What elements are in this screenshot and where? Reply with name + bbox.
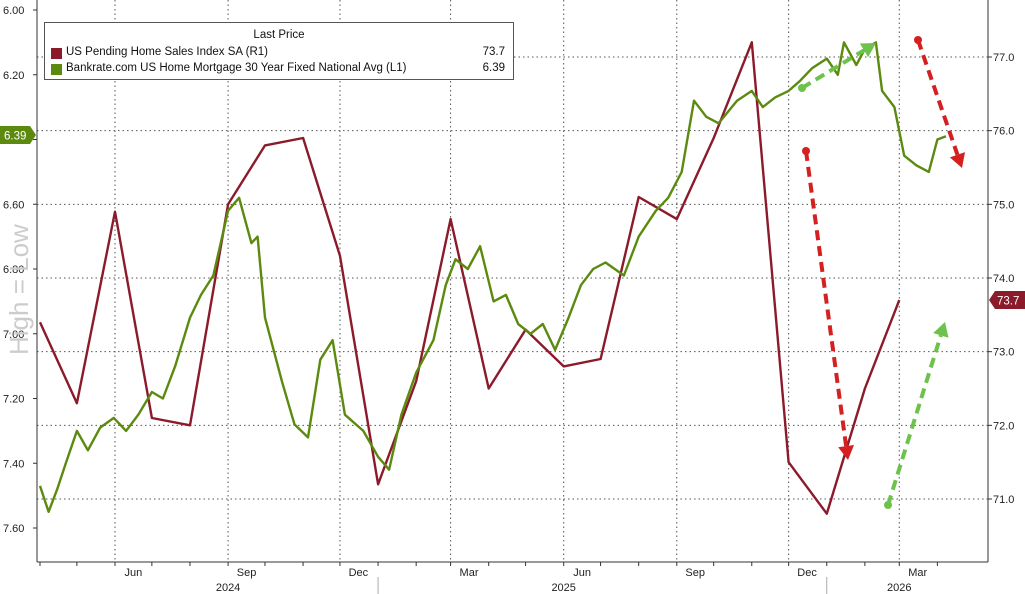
series-lines <box>38 41 947 515</box>
right-tick-label: 77.0 <box>993 52 1014 64</box>
axes <box>36 0 989 563</box>
x-year-label: 2026 <box>887 582 911 594</box>
right-tick-label: 75.0 <box>993 199 1014 211</box>
x-year-label: 2025 <box>551 582 575 594</box>
legend: Last Price US Pending Home Sales Index S… <box>44 22 514 80</box>
right-tick-label: 76.0 <box>993 126 1014 138</box>
value-badges: 6.39 73.7 <box>0 126 1025 309</box>
red-arrow-down-left-shaft <box>804 150 849 447</box>
legend-label: Bankrate.com US Home Mortgage 30 Year Fi… <box>66 62 407 74</box>
x-month-label: Mar <box>908 567 927 579</box>
left-tick-label: 7.00 <box>3 329 24 341</box>
pending-home-sales-line <box>38 41 901 515</box>
left-tick-label: 6.20 <box>3 70 24 82</box>
left-tick-label: 6.00 <box>3 5 24 17</box>
red-arrow-down-left-head <box>838 445 855 460</box>
right-value-badge-shape <box>989 291 1025 309</box>
right-axis-ticks: 77.0 76.0 75.0 74.0 73.0 72.0 71.0 <box>988 52 1014 506</box>
x-year-label: 2024 <box>216 582 240 594</box>
legend-swatch-pending <box>51 48 62 59</box>
legend-value: 73.7 <box>482 46 505 58</box>
left-tick-label: 7.20 <box>3 394 24 406</box>
green-arrow-up-top-head <box>859 43 876 58</box>
x-month-label: Dec <box>797 567 817 579</box>
legend-item-mortgage: Bankrate.com US Home Mortgage 30 Year Fi… <box>51 62 505 77</box>
left-tick-label: 6.60 <box>3 199 24 211</box>
x-month-label: Sep <box>685 567 705 579</box>
x-axis-ticks: Jun Sep Dec Mar Jun Sep Dec Mar 2024 2025 2026 <box>39 562 938 594</box>
watermark: High = Low <box>4 224 34 355</box>
legend-value: 6.39 <box>482 62 505 74</box>
right-tick-label: 71.0 <box>993 494 1014 506</box>
red-arrow-down-right-shaft <box>916 39 960 156</box>
x-month-label: Mar <box>460 567 479 579</box>
legend-header: Last Price <box>253 29 305 41</box>
left-value-badge: 6.39 <box>4 131 26 143</box>
green-arrow-up-bottom-shaft <box>886 334 943 506</box>
left-tick-label: 6.80 <box>3 264 24 276</box>
green-arrow-up-top-shaft <box>800 48 866 90</box>
right-tick-label: 74.0 <box>993 273 1014 285</box>
x-month-label: Sep <box>237 567 257 579</box>
x-month-label: Jun <box>125 567 143 579</box>
right-tick-label: 73.0 <box>993 347 1014 359</box>
green-arrow-up-bottom-head <box>933 322 949 338</box>
legend-item-pending: US Pending Home Sales Index SA (R1) 73.7 <box>51 46 505 61</box>
right-tick-label: 72.0 <box>993 420 1014 432</box>
mortgage-rate-line <box>38 41 947 513</box>
left-value-badge-shape <box>0 126 36 144</box>
left-tick-label: 7.40 <box>3 458 24 470</box>
legend-label: US Pending Home Sales Index SA (R1) <box>66 46 268 58</box>
annotation-arrows <box>798 36 966 509</box>
legend-swatch-mortgage <box>51 64 62 75</box>
grid-lines <box>37 0 988 562</box>
left-tick-label: 7.60 <box>3 523 24 535</box>
x-month-label: Dec <box>349 567 369 579</box>
x-month-label: Jun <box>573 567 591 579</box>
right-value-badge: 73.7 <box>997 296 1019 308</box>
red-arrow-down-right-head <box>949 152 966 168</box>
